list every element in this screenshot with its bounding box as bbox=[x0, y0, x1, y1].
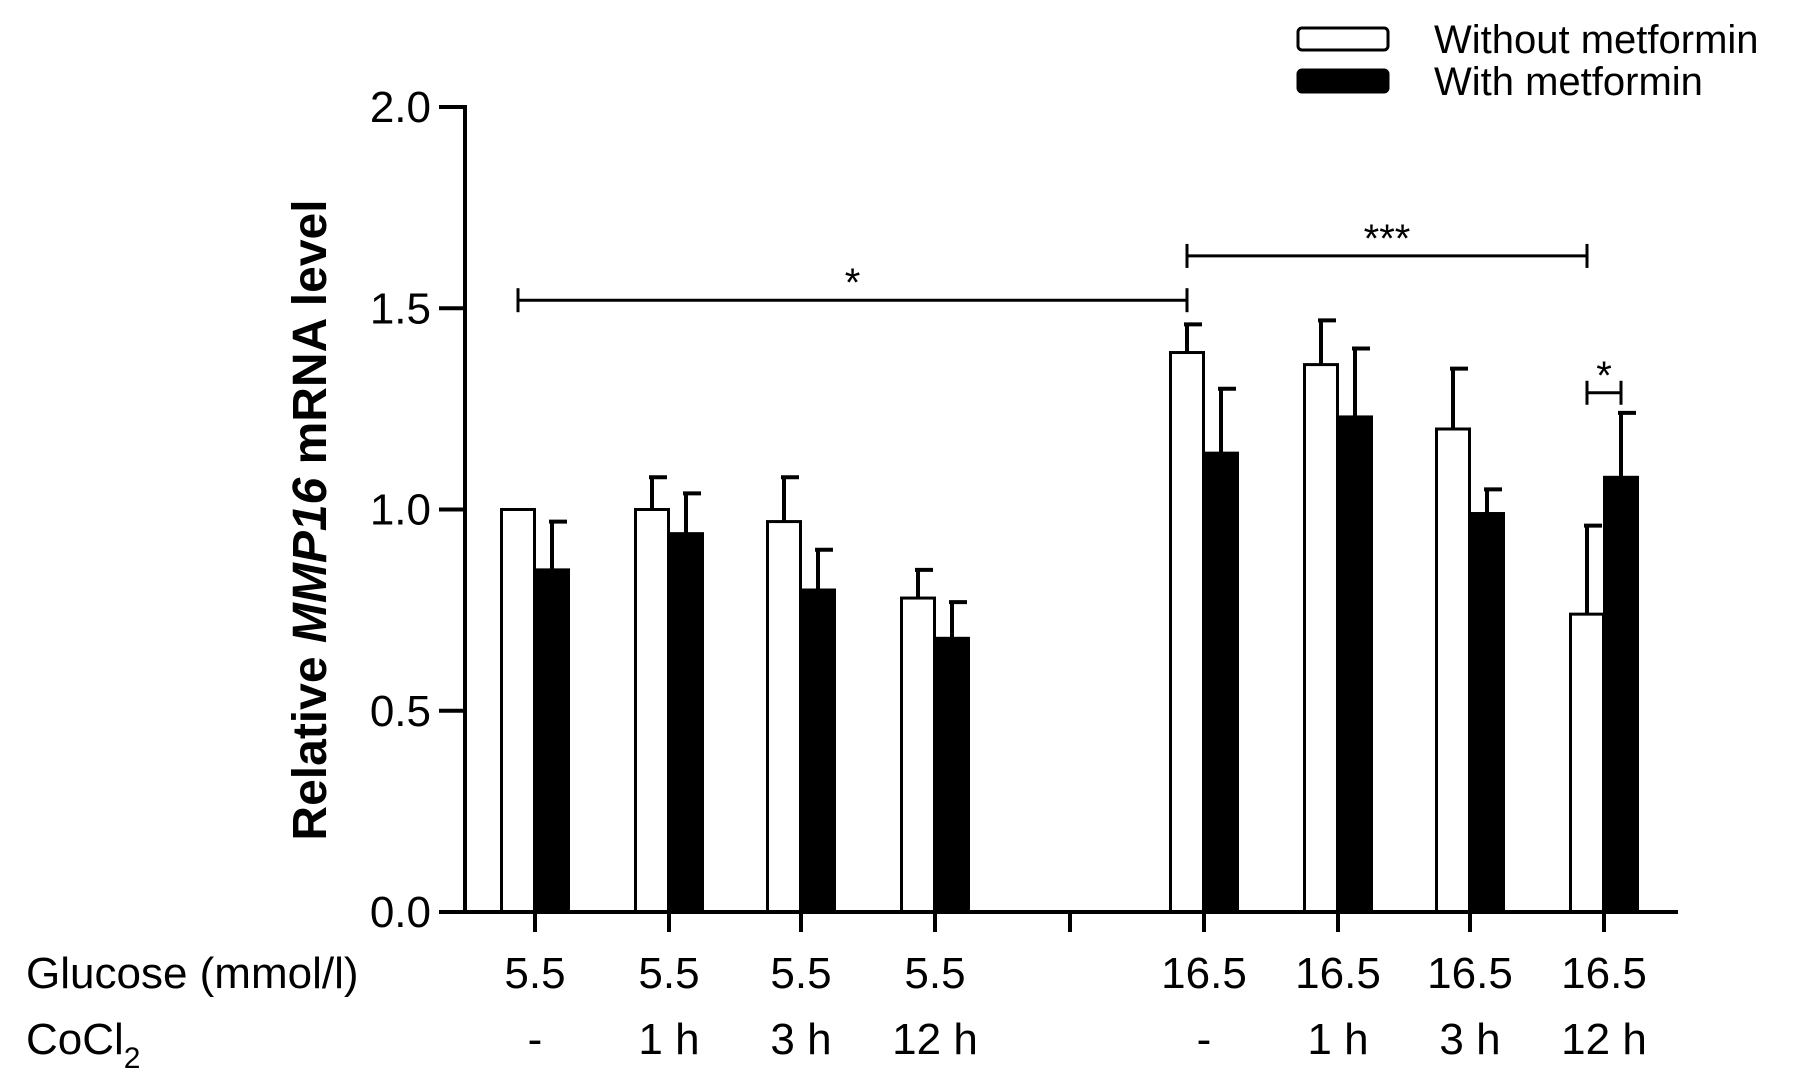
legend-swatch-0 bbox=[1296, 26, 1390, 52]
cocl2-label-3: 12 h bbox=[892, 1015, 978, 1064]
axes bbox=[439, 105, 1678, 932]
cocl2-row-label-subscript: 2 bbox=[124, 1042, 141, 1073]
bar-without-metformin-6 bbox=[1435, 427, 1471, 914]
glucose-label-2: 5.5 bbox=[770, 949, 831, 998]
y-tick-label-0: 0.0 bbox=[370, 888, 431, 937]
glucose-label-3: 5.5 bbox=[904, 949, 965, 998]
bar-with-metformin-7 bbox=[1603, 475, 1639, 914]
glucose-label-4: 16.5 bbox=[1161, 949, 1247, 998]
bar-with-metformin-2 bbox=[800, 588, 836, 914]
y-tick-label-4: 2.0 bbox=[370, 83, 431, 132]
bar-without-metformin-3 bbox=[900, 596, 936, 914]
sig-label-0: * bbox=[845, 261, 861, 305]
cocl2-label-2: 3 h bbox=[770, 1015, 831, 1064]
glucose-label-1: 5.5 bbox=[638, 949, 699, 998]
y-axis-title-gene: MMP16 bbox=[284, 477, 337, 643]
sig-label-2: * bbox=[1596, 354, 1612, 398]
bar-without-metformin-1 bbox=[634, 508, 670, 914]
cocl2-label-5: 1 h bbox=[1307, 1015, 1368, 1064]
cocl2-label-0: - bbox=[528, 1015, 543, 1064]
cocl2-label-1: 1 h bbox=[638, 1015, 699, 1064]
sig-label-1: *** bbox=[1364, 217, 1411, 261]
bar-with-metformin-5 bbox=[1337, 415, 1373, 914]
bar-without-metformin-4 bbox=[1169, 351, 1205, 914]
cocl2-label-7: 12 h bbox=[1561, 1015, 1647, 1064]
bar-without-metformin-7 bbox=[1569, 612, 1605, 914]
bar-with-metformin-0 bbox=[534, 568, 570, 914]
y-axis-title-suffix: mRNA level bbox=[284, 199, 337, 477]
significance-annotations: ***** bbox=[516, 217, 1623, 405]
bar-with-metformin-4 bbox=[1203, 451, 1239, 914]
y-tick-label-3: 1.5 bbox=[370, 284, 431, 333]
glucose-label-6: 16.5 bbox=[1427, 949, 1513, 998]
glucose-label-7: 16.5 bbox=[1561, 949, 1647, 998]
bar-without-metformin-5 bbox=[1303, 363, 1339, 914]
y-axis-title-prefix: Relative bbox=[284, 643, 337, 840]
glucose-label-0: 5.5 bbox=[504, 949, 565, 998]
bar-without-metformin-0 bbox=[500, 508, 536, 914]
cocl2-label-6: 3 h bbox=[1439, 1015, 1500, 1064]
legend-label-0: Without metformin bbox=[1434, 18, 1759, 62]
y-axis-title: Relative MMP16 mRNA level bbox=[284, 199, 337, 840]
legend-swatch-1 bbox=[1296, 68, 1390, 94]
y-tick-label-1: 0.5 bbox=[370, 687, 431, 736]
bars bbox=[500, 318, 1639, 914]
glucose-label-5: 16.5 bbox=[1295, 949, 1381, 998]
bar-with-metformin-1 bbox=[668, 532, 704, 914]
y-tick-label-2: 1.0 bbox=[370, 486, 431, 535]
glucose-row-label: Glucose (mmol/l) bbox=[26, 949, 359, 998]
bar-without-metformin-2 bbox=[766, 520, 802, 914]
legend-label-1: With metformin bbox=[1434, 60, 1703, 104]
axis-labels: 0.0 0.5 1.0 1.5 2.0 5.5 - 5.5 1 h 5.5 3 h 5.5 12 h 16… bbox=[26, 83, 1647, 1073]
cocl2-row-label: CoCl2 bbox=[26, 1015, 140, 1073]
bar-with-metformin-3 bbox=[934, 636, 970, 914]
cocl2-row-label-main: CoCl bbox=[26, 1015, 124, 1064]
cocl2-label-4: - bbox=[1197, 1015, 1212, 1064]
bar-with-metformin-6 bbox=[1469, 512, 1505, 914]
